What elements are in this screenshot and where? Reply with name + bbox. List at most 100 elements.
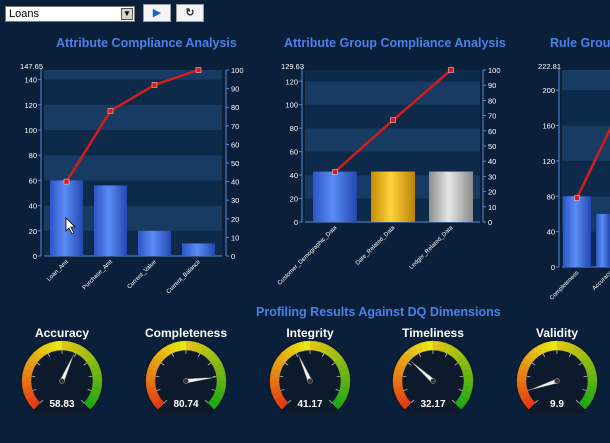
gauge-tick <box>80 399 85 404</box>
gauge-tick <box>531 362 536 366</box>
pareto-point <box>390 117 396 123</box>
y2-tick-label: 10 <box>231 233 239 242</box>
plot-band <box>44 79 222 105</box>
gauge-tick <box>212 375 217 378</box>
gauge-tick <box>402 375 407 378</box>
y2-tick-label: 0 <box>488 218 492 227</box>
gauge-value-completeness: 80.74 <box>173 399 198 410</box>
y-tick-label: 40 <box>547 228 555 237</box>
y-tick-label: 120 <box>542 157 555 166</box>
gauge-tick <box>403 388 408 391</box>
gauge-pivot <box>59 378 65 384</box>
y-max-label: 222.81 <box>538 62 561 71</box>
y2-tick-label: 100 <box>488 66 501 75</box>
attribute-compliance-chart[interactable]: 0 20 40 60 80 100 120 140 147.65 0 10 20 30 40 50 60 70 8… <box>20 62 243 295</box>
gauge-tick <box>534 399 539 404</box>
category-label: Customer_Demographic_Data <box>277 225 339 287</box>
plot-band <box>305 70 480 82</box>
y-tick-label: 80 <box>29 151 37 160</box>
y-tick-label: 200 <box>542 86 555 95</box>
gauge-tick <box>280 388 285 391</box>
pareto-point <box>107 108 114 114</box>
category-label: Ledger_Related_Data <box>409 225 455 271</box>
y-max-label: 129.63 <box>281 62 304 71</box>
gauge-tick <box>295 353 299 358</box>
y-tick-label: 40 <box>29 202 37 211</box>
gauge-pivot <box>430 378 436 384</box>
plot-band <box>305 81 480 105</box>
gauge-tick <box>73 353 77 358</box>
bar <box>94 185 127 256</box>
y2-tick-label: 30 <box>231 196 239 205</box>
y2-tick-label: 40 <box>231 178 239 187</box>
mouse-cursor-icon <box>65 217 76 235</box>
y-tick-label: 0 <box>33 252 37 261</box>
pareto-point <box>332 169 338 175</box>
y2-tick-label: 50 <box>231 159 239 168</box>
gauge-tick <box>279 375 284 378</box>
y2-tick-label: 70 <box>488 112 496 121</box>
bar <box>182 243 215 256</box>
gauge-validity: 9.9 <box>515 339 599 415</box>
run-button[interactable]: ▶ <box>143 4 171 22</box>
y2-tick-label: 90 <box>231 85 239 94</box>
gauge-tick <box>47 353 51 358</box>
y-tick-label: 140 <box>24 76 37 85</box>
gauge-arc-segment <box>83 398 95 410</box>
pareto-line <box>65 68 199 183</box>
plot-band <box>562 90 610 126</box>
gauge-accuracy: 58.83 <box>20 339 104 415</box>
gauge-value-integrity: 41.17 <box>297 399 322 410</box>
y-tick-label: 40 <box>290 171 298 180</box>
category-label: Purchase_Amt <box>82 259 114 291</box>
pareto-line <box>575 127 610 199</box>
gauge-tick <box>163 399 168 404</box>
gauge-tick <box>328 399 333 404</box>
gauge-tick <box>526 375 531 378</box>
y2-tick-label: 80 <box>231 103 239 112</box>
y-tick-label: 60 <box>290 148 298 157</box>
gauge-tick <box>32 388 37 391</box>
gauge-tick <box>331 362 336 366</box>
y2-tick-label: 20 <box>231 215 239 224</box>
y-tick-label: 80 <box>290 124 298 133</box>
bar <box>371 171 415 222</box>
profiling-section-title: Profiling Results Against DQ Dimensions <box>256 305 501 319</box>
y2-tick-label: 40 <box>488 157 496 166</box>
gauge-tick <box>582 388 587 391</box>
y2-tick-label: 50 <box>488 142 496 151</box>
pareto-point <box>448 67 454 73</box>
gauge-value-validity: 9.9 <box>550 399 564 410</box>
bar <box>563 196 591 267</box>
gauge-tick <box>335 388 340 391</box>
gauge-tick <box>88 375 93 378</box>
rule-group-chart[interactable]: 0 40 80 120 160 200 222.81 Completeness Accuracy <box>538 62 610 300</box>
refresh-button[interactable]: ↻ <box>176 4 204 22</box>
category-label: Loan_Amt <box>46 259 70 283</box>
gauge-tick <box>171 353 175 358</box>
gauge-tick <box>284 362 289 366</box>
gauge-tick <box>321 353 325 358</box>
dataset-select[interactable]: Loans ▼ <box>5 6 135 22</box>
gauge-tick <box>39 399 44 404</box>
gauge-pivot <box>554 378 560 384</box>
gauge-tick <box>410 399 415 404</box>
pareto-point <box>574 195 580 201</box>
category-label: Date_Related_Data <box>355 225 397 267</box>
gauge-tick <box>211 388 216 391</box>
gauge-tick <box>568 353 572 358</box>
y-tick-label: 160 <box>542 122 555 131</box>
y2-tick-label: 90 <box>488 81 496 90</box>
gauge-title-completeness: Completeness <box>144 326 228 340</box>
gauge-tick <box>458 388 463 391</box>
y2-tick-label: 60 <box>231 140 239 149</box>
attribute-group-compliance-chart[interactable]: 0 20 40 60 80 100 120 129.63 0 10 20 30 40 50 60 70 80 90… <box>277 62 501 287</box>
dataset-select-value: Loans <box>9 8 39 20</box>
plot-band <box>44 70 222 80</box>
y-tick-label: 60 <box>29 176 37 185</box>
gauge-tick <box>31 375 36 378</box>
chevron-down-icon[interactable]: ▼ <box>121 8 133 20</box>
gauge-tick <box>444 353 448 358</box>
gauge-arc-segment <box>454 398 466 410</box>
gauge-tick <box>542 353 546 358</box>
